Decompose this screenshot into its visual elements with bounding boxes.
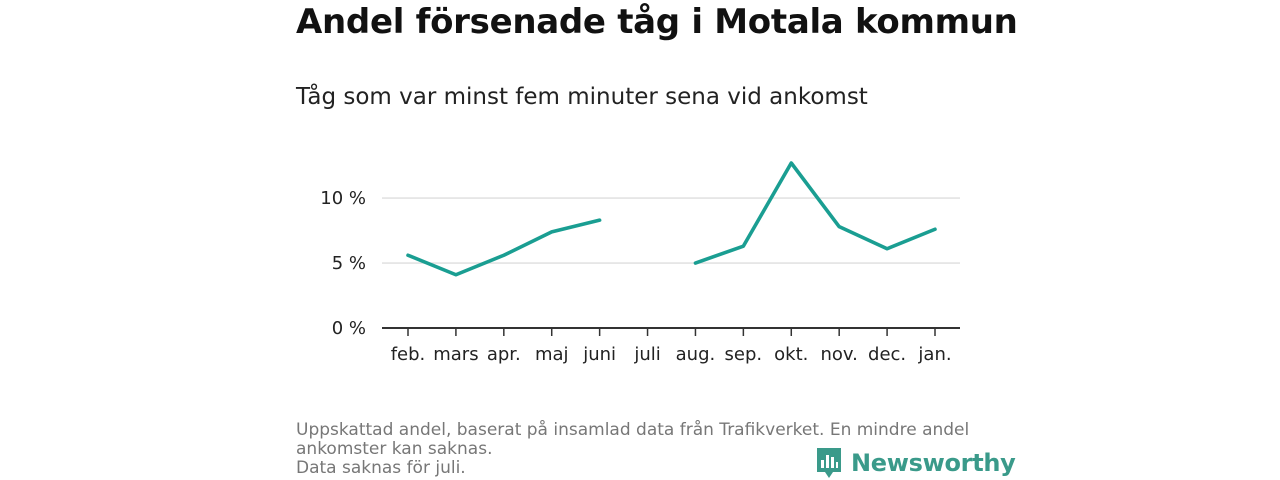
brand-name: Newsworthy — [851, 449, 1016, 477]
footnote-source: Uppskattad andel, baserat på insamlad da… — [296, 420, 970, 459]
footnotes: Uppskattad andel, baserat på insamlad da… — [296, 421, 996, 478]
x-tick-label: nov. — [820, 344, 857, 365]
x-tick-label: okt. — [774, 344, 808, 365]
x-tick-label: jan. — [917, 344, 951, 365]
x-tick-label: juli — [633, 344, 660, 365]
x-tick-label: juni — [582, 344, 616, 365]
chart-title: Andel försenade tåg i Motala kommun — [296, 2, 1018, 42]
x-tick-label: apr. — [487, 344, 521, 365]
y-axis-ticks: 0 % 5 % 10 % — [320, 188, 366, 339]
series-line-segment — [406, 218, 602, 277]
series-line-segment — [693, 161, 937, 265]
footnote-missing: Data saknas för juli. — [296, 458, 466, 478]
x-tick-label: sep. — [725, 344, 763, 365]
x-axis-ticks: feb. mars apr. maj juni juli aug. sep. okt. nov. d… — [391, 328, 952, 365]
y-tick-label: 10 % — [320, 188, 366, 209]
x-tick-label: feb. — [391, 344, 426, 365]
x-tick-label: mars — [433, 344, 478, 365]
x-tick-label: maj — [535, 344, 569, 365]
x-tick-label: aug. — [676, 344, 716, 365]
y-tick-label: 0 % — [332, 318, 366, 339]
x-tick-label: dec. — [868, 344, 906, 365]
chart-subtitle: Tåg som var minst fem minuter sena vid a… — [296, 84, 868, 110]
gridlines — [382, 197, 960, 264]
brand-logo: Newsworthy — [815, 446, 1016, 480]
series-lines — [406, 161, 937, 277]
newsworthy-logo-icon — [817, 448, 841, 478]
y-tick-label: 5 % — [332, 253, 366, 274]
